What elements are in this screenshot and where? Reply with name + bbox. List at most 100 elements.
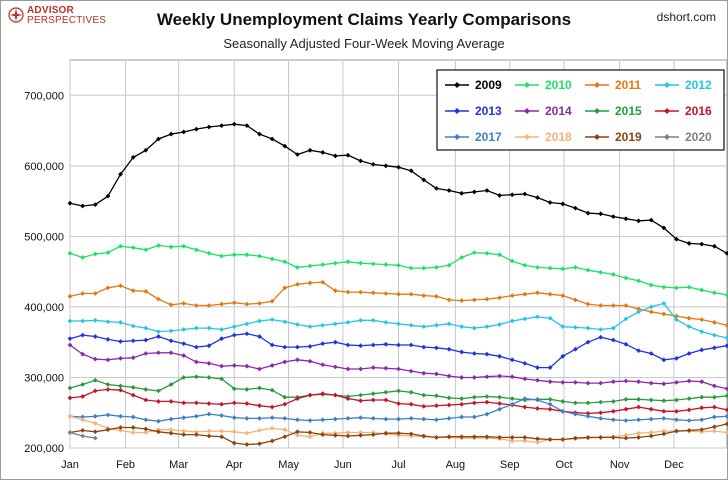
data-point bbox=[636, 309, 641, 315]
data-point bbox=[610, 379, 616, 385]
data-point bbox=[396, 262, 401, 268]
data-point bbox=[244, 252, 250, 258]
data-point bbox=[661, 311, 667, 317]
data-point bbox=[370, 432, 376, 437]
data-point bbox=[434, 435, 439, 440]
data-point bbox=[421, 416, 427, 422]
data-point bbox=[471, 434, 477, 440]
data-point bbox=[724, 343, 728, 349]
data-point bbox=[572, 324, 578, 330]
data-point bbox=[143, 430, 149, 435]
data-point bbox=[699, 329, 705, 334]
data-point bbox=[244, 321, 250, 327]
data-point bbox=[535, 314, 540, 320]
data-point bbox=[547, 437, 553, 442]
x-tick-label: Mar bbox=[169, 459, 188, 471]
data-point bbox=[257, 300, 262, 306]
data-point bbox=[623, 406, 629, 412]
data-point bbox=[206, 428, 212, 434]
data-point bbox=[143, 147, 149, 153]
legend-marker bbox=[594, 82, 600, 88]
data-point bbox=[156, 329, 161, 334]
data-point bbox=[484, 188, 490, 193]
data-point bbox=[547, 396, 553, 402]
data-point bbox=[295, 281, 300, 287]
data-point bbox=[535, 406, 540, 411]
data-point bbox=[67, 250, 73, 256]
data-point bbox=[80, 382, 86, 387]
legend-marker bbox=[454, 134, 460, 140]
data-point bbox=[648, 380, 654, 386]
legend-item-2011: 2011 bbox=[585, 78, 641, 92]
data-point bbox=[143, 397, 149, 403]
data-point bbox=[307, 392, 313, 398]
data-point bbox=[269, 415, 275, 421]
data-point bbox=[509, 258, 515, 264]
data-point bbox=[509, 374, 515, 380]
data-point bbox=[130, 338, 136, 344]
data-point bbox=[193, 344, 199, 350]
data-point bbox=[358, 392, 363, 398]
data-point bbox=[181, 400, 187, 406]
data-point bbox=[509, 435, 515, 440]
data-point bbox=[345, 433, 351, 439]
chart-subtitle: Seasonally Adjusted Four-Week Moving Ave… bbox=[223, 36, 505, 51]
data-point bbox=[358, 398, 363, 404]
data-point bbox=[219, 327, 225, 332]
data-point bbox=[686, 396, 692, 402]
data-point bbox=[168, 328, 174, 334]
data-point bbox=[572, 265, 578, 270]
data-point bbox=[471, 400, 477, 406]
data-point bbox=[80, 203, 86, 209]
data-point bbox=[598, 327, 604, 332]
data-point bbox=[724, 322, 728, 328]
data-point bbox=[206, 124, 212, 130]
data-point bbox=[636, 278, 641, 284]
data-point bbox=[231, 400, 237, 406]
legend-marker bbox=[524, 108, 530, 114]
data-point bbox=[396, 401, 401, 406]
x-tick-label: Dec bbox=[664, 459, 684, 471]
data-point bbox=[674, 317, 679, 323]
data-point bbox=[282, 285, 288, 291]
x-tick-label: Jan bbox=[61, 459, 79, 471]
data-point bbox=[320, 279, 326, 285]
series-2020 bbox=[67, 430, 98, 441]
data-point bbox=[648, 304, 654, 310]
data-point bbox=[80, 427, 86, 433]
source-label: dshort.com bbox=[656, 10, 716, 24]
data-point bbox=[130, 392, 136, 398]
data-point bbox=[535, 439, 540, 445]
data-point bbox=[282, 319, 288, 325]
data-point bbox=[686, 241, 692, 246]
data-point bbox=[295, 429, 300, 435]
data-point bbox=[383, 430, 389, 436]
data-point bbox=[193, 126, 199, 132]
data-point bbox=[244, 301, 250, 307]
data-point bbox=[471, 297, 477, 303]
y-tick-label: 500,000 bbox=[24, 231, 64, 243]
data-point bbox=[434, 371, 439, 377]
data-point bbox=[522, 376, 528, 382]
data-point bbox=[80, 318, 86, 324]
data-point bbox=[434, 345, 439, 351]
data-point bbox=[193, 359, 199, 365]
data-point bbox=[92, 388, 98, 394]
data-point bbox=[105, 336, 111, 342]
data-point bbox=[699, 417, 705, 423]
data-point bbox=[105, 427, 111, 433]
data-point bbox=[686, 427, 692, 433]
data-point bbox=[282, 415, 288, 421]
data-point bbox=[408, 389, 414, 395]
data-point bbox=[636, 348, 641, 354]
data-point bbox=[421, 392, 427, 398]
data-point bbox=[497, 401, 502, 406]
x-tick-label: Jul bbox=[391, 459, 405, 471]
data-point bbox=[92, 291, 98, 296]
data-point bbox=[358, 343, 363, 349]
legend-item-2016: 2016 bbox=[655, 104, 712, 118]
data-point bbox=[80, 414, 86, 420]
data-point bbox=[257, 385, 262, 391]
legend-label: 2014 bbox=[545, 104, 572, 118]
data-point bbox=[181, 432, 187, 437]
